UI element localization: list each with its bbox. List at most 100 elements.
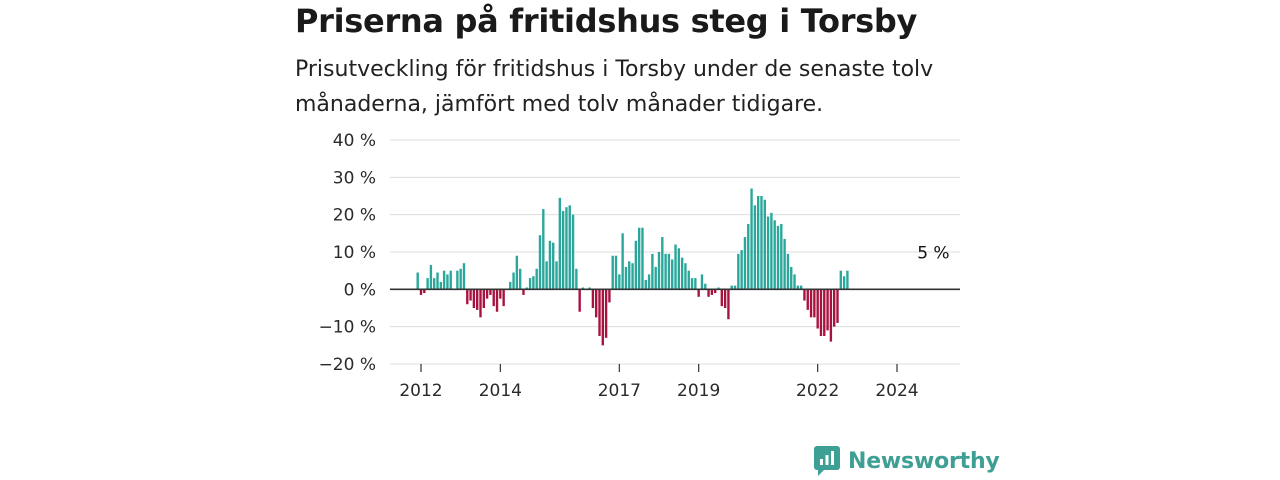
- bar: [598, 289, 601, 336]
- bar: [700, 274, 704, 290]
- bar: [482, 289, 485, 308]
- end-value-label: 5 %: [917, 244, 949, 264]
- bar: [833, 289, 836, 327]
- bar: [766, 216, 770, 290]
- y-tick-label: 0 %: [344, 280, 376, 300]
- bar: [809, 289, 813, 318]
- bar: [799, 285, 803, 290]
- bar: [687, 270, 690, 290]
- bar: [786, 253, 790, 290]
- newsworthy-logo-icon: [814, 446, 840, 476]
- bar: [621, 233, 624, 290]
- bar: [773, 220, 776, 290]
- bar: [502, 289, 505, 307]
- bar: [545, 261, 548, 290]
- bar: [558, 197, 562, 290]
- newsworthy-logo: Newsworthy: [814, 446, 1000, 476]
- bar: [578, 289, 581, 312]
- bar: [485, 289, 489, 299]
- bar: [776, 225, 780, 290]
- bar: [763, 199, 766, 290]
- bar: [836, 289, 839, 323]
- bar: [433, 278, 436, 290]
- bar: [442, 270, 446, 290]
- bar: [552, 242, 555, 290]
- bar: [667, 253, 671, 290]
- bar: [697, 289, 700, 297]
- bar: [429, 265, 433, 290]
- x-tick-label: 2014: [479, 381, 522, 401]
- bar: [581, 287, 585, 290]
- bar: [436, 272, 439, 290]
- bar: [674, 244, 677, 290]
- bar: [641, 227, 644, 290]
- chart-title: Priserna på fritidshus steg i Torsby: [295, 2, 918, 40]
- bar: [588, 287, 591, 290]
- bar: [542, 209, 545, 290]
- bar: [842, 276, 846, 290]
- x-axis-ticks: 2012 2014 2017 2019 2022 2024: [399, 364, 919, 401]
- bar: [631, 263, 634, 290]
- bar: [555, 261, 558, 290]
- bar: [492, 289, 495, 307]
- y-tick-label: −10 %: [319, 318, 376, 338]
- bars: [416, 188, 849, 346]
- brand-name: Newsworthy: [848, 448, 1000, 474]
- bar: [512, 272, 515, 290]
- bar: [571, 214, 575, 290]
- bar: [535, 268, 538, 290]
- bar: [548, 240, 552, 290]
- bar: [637, 227, 641, 290]
- bar: [819, 289, 823, 336]
- bar: [816, 289, 819, 329]
- bar: [694, 278, 697, 290]
- bar: [495, 289, 499, 312]
- bar: [733, 285, 737, 290]
- bar: [416, 272, 419, 290]
- bar: [522, 289, 525, 295]
- bar: [803, 289, 806, 301]
- bar: [472, 289, 476, 308]
- bar: [654, 266, 657, 290]
- bar: [723, 289, 727, 308]
- bar: [783, 238, 786, 290]
- x-tick-label: 2024: [875, 381, 918, 401]
- bar: [793, 274, 796, 290]
- bar: [704, 283, 707, 290]
- bar: [750, 188, 753, 290]
- x-tick-label: 2012: [399, 381, 442, 401]
- bar: [690, 278, 694, 290]
- bar: [591, 289, 595, 308]
- bar: [651, 253, 654, 290]
- bar: [796, 285, 800, 290]
- bar: [459, 268, 462, 290]
- bar: [568, 205, 571, 290]
- bar: [730, 285, 733, 290]
- bar: [846, 270, 849, 290]
- bar: [634, 240, 638, 290]
- bar: [710, 289, 714, 295]
- bar: [518, 268, 522, 290]
- bar: [826, 289, 829, 331]
- bar: [714, 289, 717, 294]
- bar: [720, 289, 723, 307]
- y-tick-label: 20 %: [333, 206, 376, 226]
- bar: [644, 280, 647, 290]
- bar: [509, 281, 512, 290]
- bar: [479, 289, 482, 318]
- bar: [753, 205, 757, 290]
- bar: [449, 270, 452, 290]
- y-tick-label: 40 %: [333, 131, 376, 151]
- bar: [575, 268, 578, 290]
- bar: [601, 289, 604, 346]
- bar: [618, 274, 621, 290]
- bar: [770, 212, 773, 290]
- bar: [426, 278, 429, 290]
- bar: [499, 289, 502, 299]
- bar: [515, 255, 519, 290]
- bar: [780, 224, 783, 290]
- bar: [628, 261, 631, 290]
- bar: [489, 289, 492, 295]
- bar: [423, 289, 426, 294]
